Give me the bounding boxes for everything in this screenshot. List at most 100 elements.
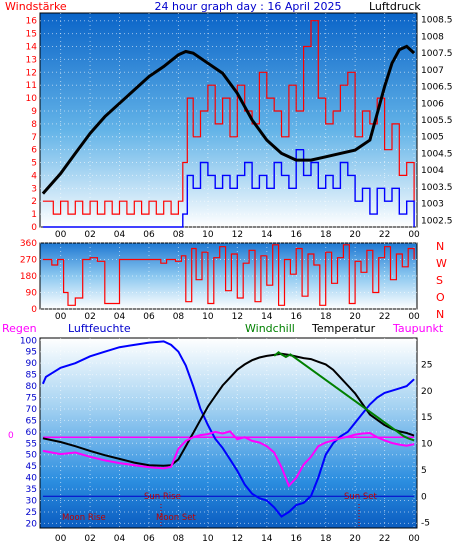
x-tick-label: 02 [84, 534, 95, 544]
y-tick-label: 70 [26, 405, 38, 415]
moon-set-label: Moon Set [156, 513, 196, 523]
y-tick-label: 1003 [421, 200, 444, 210]
x-tick-label: 14 [261, 230, 273, 240]
y-tick-label: 1 [31, 210, 37, 220]
y-tick-label: 35 [26, 485, 37, 495]
y-tick-label: 14 [26, 43, 38, 53]
y-tick-label: 50 [26, 451, 38, 461]
x-tick-label: 00 [408, 534, 420, 544]
x-tick-label: 22 [379, 230, 390, 240]
y-tick-label: 0 [31, 305, 37, 315]
dewpoint-label: Taupunkt [392, 322, 444, 335]
y-tick-label: 16 [26, 17, 38, 27]
x-tick-label: 00 [55, 534, 67, 544]
y-tick-label: 90 [26, 289, 38, 299]
x-tick-label: 10 [202, 534, 214, 544]
y-tick-label: 10 [26, 94, 38, 104]
wind-pressure-plot-area [39, 12, 418, 228]
rain-label: Regen [2, 322, 37, 335]
y-tick-label: 3 [31, 184, 37, 194]
y-tick-label: 1002.5 [421, 216, 453, 226]
y-tick-label: 2 [31, 197, 37, 207]
x-tick-label: 18 [320, 312, 332, 322]
y-tick-label: 75 [26, 394, 37, 404]
windchill-label: Windchill [245, 322, 295, 335]
x-tick-label: 06 [143, 534, 155, 544]
y-tick-label: 5 [421, 466, 427, 476]
x-tick-label: 02 [84, 230, 95, 240]
y-tick-label: 8 [31, 120, 37, 130]
y-tick-label: 15 [421, 413, 432, 423]
y-tick-label: 12 [26, 68, 37, 78]
y-tick-label: 1006.5 [421, 83, 453, 93]
x-tick-label: 16 [291, 230, 303, 240]
x-tick-label: 04 [114, 230, 126, 240]
temperature-series [42, 352, 415, 467]
dewpoint-series [42, 430, 415, 488]
x-tick-label: 12 [232, 230, 243, 240]
y-tick-label: 45 [26, 462, 37, 472]
x-tick-label: 18 [320, 534, 332, 544]
y-tick-label: 1004 [421, 166, 444, 176]
y-tick-label: 9 [31, 107, 37, 117]
y-tick-label: 80 [26, 382, 38, 392]
x-tick-label: 12 [232, 534, 243, 544]
y-tick-label: 15 [26, 30, 37, 40]
compass-east: O [436, 291, 445, 304]
x-tick-label: 08 [173, 230, 185, 240]
x-tick-label: 12 [232, 312, 243, 322]
humidity-label: Luftfeuchte [68, 322, 131, 335]
wind-gust-series [42, 20, 415, 215]
y-tick-label: 65 [26, 416, 37, 426]
x-tick-label: 20 [349, 534, 361, 544]
y-tick-label: 20 [26, 519, 38, 529]
y-tick-label: 85 [26, 371, 37, 381]
y-tick-label: 1004.5 [421, 149, 453, 159]
x-tick-label: 06 [143, 230, 155, 240]
pressure-label: Luftdruck [369, 0, 421, 13]
rain-zero-label: 0 [8, 431, 14, 441]
compass-north-bottom: N [436, 308, 444, 321]
y-tick-label: 10 [421, 440, 433, 450]
x-tick-label: 06 [143, 312, 155, 322]
x-tick-label: 04 [114, 312, 126, 322]
compass-south: S [436, 274, 443, 287]
x-tick-label: 14 [261, 534, 273, 544]
y-tick-label: 20 [421, 387, 433, 397]
y-tick-label: 100 [20, 336, 37, 346]
x-tick-label: 08 [173, 312, 185, 322]
x-tick-label: 18 [320, 230, 332, 240]
y-tick-label: 1008 [421, 32, 444, 42]
y-tick-label: 1007.5 [421, 49, 453, 59]
temperature-label: Temperatur [311, 322, 376, 335]
y-tick-label: 95 [26, 348, 37, 358]
moon-rise-label: Moon Rise [62, 513, 106, 523]
chart-title: 24 hour graph day : 16 April 2025 [155, 0, 342, 13]
y-tick-label: 1007 [421, 66, 444, 76]
y-tick-label: 5 [31, 159, 37, 169]
wind-average-series [42, 149, 415, 228]
compass-west: W [436, 257, 447, 270]
x-tick-label: 16 [291, 312, 303, 322]
y-tick-label: 11 [26, 81, 37, 91]
x-tick-label: 04 [114, 534, 126, 544]
y-tick-label: 25 [421, 360, 432, 370]
pressure-series [41, 44, 416, 195]
y-tick-label: 4 [31, 171, 37, 181]
y-tick-label: 55 [26, 439, 37, 449]
y-tick-label: 1005.5 [421, 116, 453, 126]
x-tick-label: 22 [379, 534, 390, 544]
y-tick-label: 0 [421, 492, 427, 502]
x-tick-label: 00 [55, 312, 67, 322]
compass-north-top: N [436, 240, 444, 253]
y-tick-label: 270 [20, 256, 37, 266]
y-tick-label: -5 [421, 519, 430, 529]
x-tick-label: 22 [379, 312, 390, 322]
y-tick-label: 25 [26, 508, 37, 518]
x-tick-label: 08 [173, 534, 185, 544]
y-tick-label: 0 [31, 223, 37, 233]
y-tick-label: 13 [26, 55, 37, 65]
y-tick-label: 1005 [421, 133, 444, 143]
x-tick-label: 10 [202, 312, 214, 322]
